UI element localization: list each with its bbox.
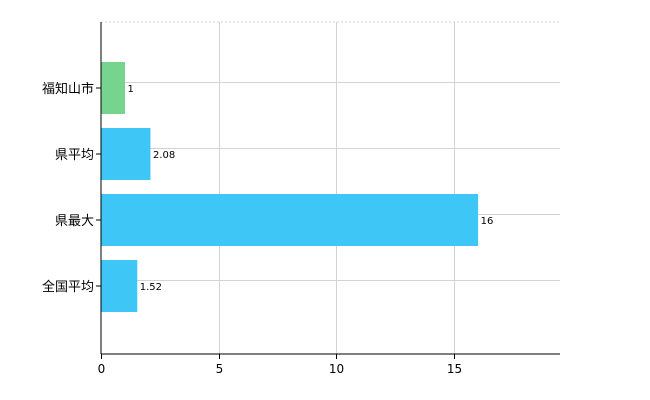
data-labels: 1 2.08 16 1.52 [128,84,494,293]
axes [100,22,560,355]
bar [101,62,126,114]
x-tick-label: 10 [329,362,344,376]
bars [101,62,479,312]
x-tick-label: 15 [447,362,462,376]
data-label: 2.08 [153,150,175,161]
data-label: 1 [128,84,134,95]
category-label: 全国平均 [42,279,94,295]
data-label: 1.52 [140,282,162,293]
bar [101,128,151,180]
bar [101,194,479,246]
category-label: 県平均 [55,148,94,163]
data-label: 16 [481,216,494,227]
x-tick-label: 0 [98,362,106,376]
category-label: 福知山市 [42,81,94,97]
x-tick-label: 5 [216,362,224,376]
category-label: 県最大 [55,214,94,229]
bar [101,260,138,312]
grid-lines [101,21,560,354]
x-tick-labels: 0 5 10 15 [98,354,462,376]
